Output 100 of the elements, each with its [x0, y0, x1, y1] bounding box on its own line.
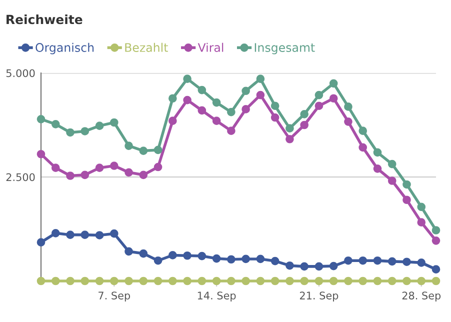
legend-label: Bezahlt: [125, 42, 168, 52]
point: [212, 98, 221, 107]
point: [168, 116, 177, 126]
point: [256, 74, 265, 83]
point: [154, 162, 162, 172]
point: [417, 218, 426, 227]
point: [286, 276, 294, 286]
point: [183, 74, 192, 83]
point: [154, 276, 162, 286]
point: [198, 106, 206, 115]
point: [168, 251, 177, 260]
point: [168, 94, 177, 103]
point: [329, 262, 338, 270]
x-tick-label: 7. Sep: [98, 292, 130, 302]
point: [256, 276, 265, 286]
y-tick-label: 2.500: [6, 173, 35, 182]
point: [402, 180, 411, 189]
point: [139, 146, 148, 155]
point: [417, 202, 426, 212]
point: [95, 231, 104, 240]
point: [242, 86, 250, 96]
point: [388, 176, 396, 185]
point: [270, 113, 280, 122]
point: [227, 108, 236, 116]
point: [373, 164, 382, 173]
point: [432, 276, 440, 286]
point: [344, 118, 352, 126]
point: [139, 249, 148, 258]
point: [198, 86, 206, 94]
point: [270, 256, 280, 266]
point: [139, 276, 148, 286]
point: [270, 276, 280, 286]
point: [183, 96, 192, 104]
point: [95, 122, 104, 130]
legend-label: Organisch: [36, 42, 94, 54]
point: [227, 276, 236, 286]
point: [300, 262, 308, 271]
point: [358, 276, 368, 286]
point: [358, 126, 368, 135]
point: [242, 276, 250, 286]
point: [124, 168, 133, 177]
point: [388, 276, 396, 286]
point: [212, 116, 221, 126]
x-tick-label: 21. Sep: [300, 292, 338, 302]
point: [300, 120, 308, 130]
x-tick-label: 28. Sep: [402, 292, 441, 302]
point: [80, 230, 90, 239]
point: [373, 148, 382, 157]
point: [432, 236, 440, 245]
point: [183, 251, 192, 260]
point: [227, 126, 236, 135]
point: [314, 276, 324, 286]
chart-title: Reichweite: [6, 14, 82, 24]
point: [51, 164, 60, 172]
point: [373, 256, 382, 265]
point: [110, 276, 118, 286]
point: [314, 102, 324, 110]
point: [344, 102, 352, 111]
point: [124, 276, 133, 286]
point: [198, 276, 206, 286]
point: [358, 143, 368, 152]
point: [36, 276, 46, 286]
point: [110, 229, 118, 238]
point: [183, 276, 192, 286]
point: [402, 258, 411, 266]
point: [66, 172, 74, 180]
point: [36, 150, 46, 158]
point: [95, 164, 104, 172]
x-tick-label: 14. Sep: [198, 292, 236, 302]
point: [300, 276, 308, 286]
point: [212, 276, 221, 286]
point: [36, 115, 46, 124]
point: [402, 196, 411, 204]
point: [402, 276, 411, 286]
point: [51, 228, 60, 238]
point: [242, 254, 250, 264]
point: [124, 247, 133, 256]
point: [51, 276, 60, 286]
point: [168, 276, 177, 286]
point: [80, 276, 90, 286]
point: [66, 230, 74, 239]
point: [300, 110, 308, 118]
legend-label: Insgesamt: [254, 43, 315, 54]
point: [388, 160, 396, 168]
point: [314, 90, 324, 100]
point: [329, 276, 338, 286]
point: [66, 276, 74, 286]
point: [80, 170, 90, 180]
point: [139, 170, 148, 180]
point: [388, 257, 396, 266]
point: [256, 254, 265, 264]
point: [417, 258, 426, 267]
point: [36, 238, 46, 246]
point: [286, 261, 294, 270]
point: [270, 102, 280, 110]
point: [95, 276, 104, 286]
legend-label: Viral: [198, 42, 224, 52]
point: [66, 128, 74, 137]
point: [154, 256, 162, 265]
point: [227, 255, 236, 264]
